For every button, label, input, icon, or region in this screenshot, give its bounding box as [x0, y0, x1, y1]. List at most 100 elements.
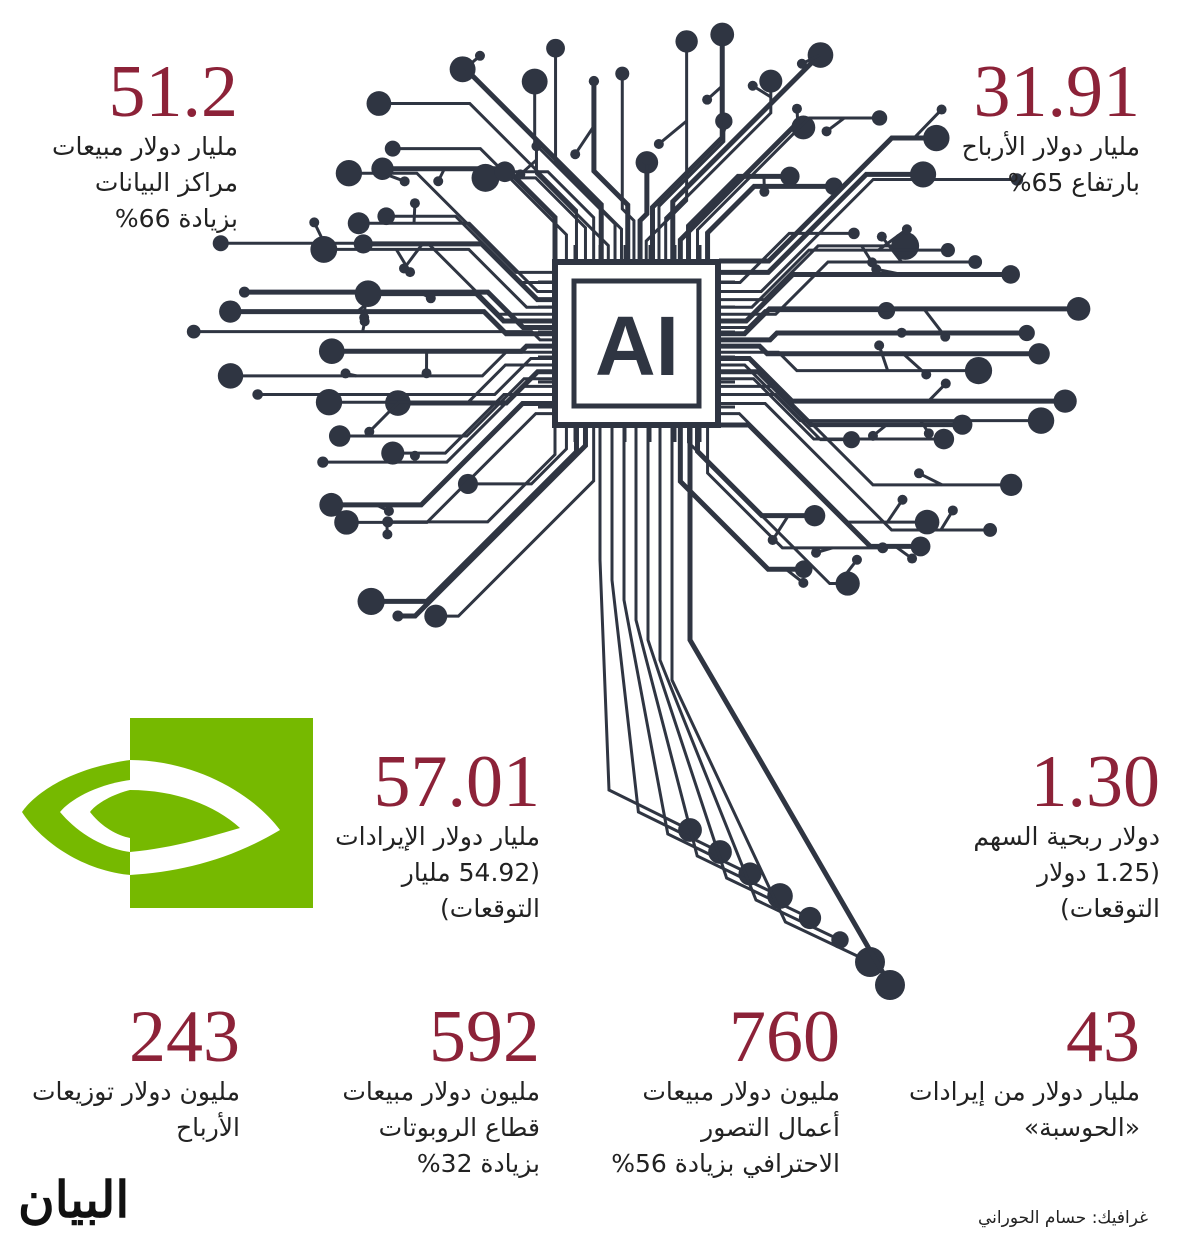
circuit-node	[947, 505, 958, 516]
circuit-node	[807, 42, 834, 68]
circuit-node	[433, 176, 444, 187]
circuit-node	[366, 91, 392, 116]
stat-text: مليار دولار من إيرادات	[909, 1077, 1140, 1106]
circuit-trace	[646, 425, 811, 920]
circuit-node	[796, 58, 807, 69]
circuit-trace	[687, 425, 848, 586]
circuit-node	[1066, 297, 1091, 321]
stat-text: الأرباح	[176, 1113, 240, 1142]
stat-number: 1.30	[1030, 741, 1161, 823]
circuit-node	[319, 492, 344, 517]
circuit-node	[876, 231, 887, 242]
stat: 31.91 مليار دولار الأرباح بارتفاع 65%	[962, 55, 1140, 201]
stat: 592 مليون دولار مبيعات قطاع الروبوتات بزياد…	[342, 1000, 540, 1182]
circuit-trace	[687, 425, 893, 987]
circuit-node	[914, 509, 940, 535]
circuit-node	[318, 338, 345, 365]
stat-number: 760	[729, 996, 840, 1078]
circuit-node	[357, 587, 385, 616]
circuit-node	[767, 535, 778, 546]
circuit-node	[803, 505, 826, 527]
circuit-trace	[610, 425, 721, 854]
circuit-node	[238, 286, 250, 298]
circuit-trace	[622, 425, 751, 876]
circuit-node	[848, 227, 860, 240]
circuit-node	[811, 547, 822, 558]
circuit-node	[891, 231, 920, 260]
stat-text: مليون دولار مبيعات	[342, 1077, 540, 1106]
circuit-node	[907, 553, 918, 564]
circuit-trace	[387, 425, 557, 524]
circuit-node	[871, 264, 882, 275]
circuit-trace	[392, 147, 568, 261]
circuit-node	[1053, 389, 1077, 413]
stat-text: (1.25 دولار	[1037, 858, 1160, 887]
circuit-node	[874, 340, 885, 351]
circuit-node	[359, 312, 370, 323]
circuit-trace	[706, 425, 883, 550]
circuit-node	[353, 234, 373, 254]
circuit-node	[457, 473, 478, 494]
circuit-node	[722, 117, 733, 128]
stat-text: مليار دولار الإيرادات	[335, 822, 540, 851]
circuit-node	[877, 542, 889, 554]
circuit-node	[409, 198, 420, 209]
circuit-node	[702, 94, 713, 105]
circuit-node	[521, 68, 548, 95]
circuit-node	[364, 426, 375, 437]
stat-text: بزيادة 66%	[114, 204, 238, 233]
stat-text: قطاع الروبوتات	[378, 1113, 540, 1142]
circuit-trace	[220, 241, 555, 316]
circuit-trace	[368, 401, 400, 433]
stat-number: 243	[129, 996, 240, 1078]
circuit-node	[392, 610, 404, 622]
circuit-node	[875, 970, 905, 1000]
circuit-node	[794, 560, 813, 579]
circuit-node	[851, 554, 862, 565]
circuit-node	[821, 126, 832, 137]
logo: البيان	[18, 1170, 130, 1229]
circuit-trace	[670, 425, 871, 964]
circuit-node	[217, 363, 244, 389]
circuit-node	[653, 139, 664, 150]
stat: 57.01 مليار دولار الإيرادات (54.92 مليار ال…	[335, 745, 540, 927]
circuit-trace	[705, 183, 834, 261]
stat: 51.2 مليار دولار مبيعات مراكز البيانات بزيا…	[52, 55, 238, 237]
circuit-node	[923, 124, 950, 152]
circuit-node	[1028, 343, 1050, 365]
circuit-trace	[331, 343, 555, 354]
stat: 43 مليار دولار من إيرادات «الحوسبة»	[909, 1000, 1140, 1146]
stat-text: أعمال التصور	[701, 1113, 840, 1142]
circuit-node	[570, 149, 581, 160]
circuit-trace	[257, 357, 555, 396]
circuit-trace	[634, 425, 781, 898]
circuit-node	[471, 163, 500, 192]
circuit-node	[940, 243, 955, 258]
circuit-node	[340, 368, 351, 379]
circuit-trace	[358, 221, 555, 293]
circuit-node	[842, 431, 861, 449]
circuit-node	[940, 378, 951, 389]
stat-number: 57.01	[373, 741, 541, 823]
circuit-node	[399, 263, 410, 274]
circuit-node	[310, 235, 338, 263]
circuit-node	[449, 56, 476, 83]
circuit-node	[780, 166, 800, 187]
circuit-node	[901, 224, 912, 235]
circuit-node	[252, 389, 263, 400]
nvidia-eye-right	[130, 760, 280, 875]
circuit-node	[424, 604, 448, 628]
circuit-trace	[719, 271, 1011, 324]
stat-number: 31.91	[973, 51, 1141, 133]
circuit-trace	[598, 425, 691, 832]
circuit-node	[933, 428, 955, 450]
circuit-trace	[485, 176, 587, 261]
circuit-node	[334, 510, 359, 535]
circuit-node	[377, 207, 396, 226]
circuit-node	[1018, 324, 1035, 342]
circuit-node	[964, 356, 993, 385]
circuit-node	[425, 293, 436, 304]
circuit-node	[315, 389, 343, 416]
